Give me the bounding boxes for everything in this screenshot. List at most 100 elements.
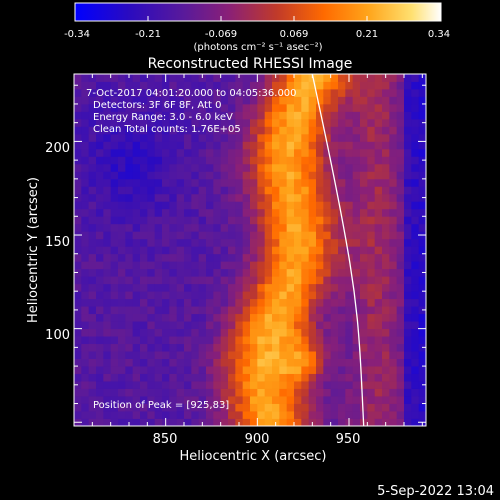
heatmap-cell bbox=[264, 223, 273, 232]
heatmap-cell bbox=[411, 418, 420, 426]
heatmap-cell bbox=[110, 291, 119, 300]
heatmap-cell bbox=[374, 268, 383, 277]
heatmap-cell bbox=[154, 418, 163, 426]
heatmap-cell bbox=[389, 96, 398, 105]
heatmap-cell bbox=[308, 313, 317, 322]
heatmap-cell bbox=[374, 103, 383, 112]
heatmap-cell bbox=[110, 366, 119, 374]
heatmap-cell bbox=[242, 298, 251, 307]
heatmap-cell bbox=[132, 208, 141, 217]
heatmap-cell bbox=[162, 88, 170, 97]
heatmap-cell bbox=[198, 96, 207, 105]
heatmap-cell bbox=[206, 156, 214, 165]
heatmap-cell bbox=[279, 103, 288, 112]
heatmap-cell bbox=[191, 193, 200, 202]
heatmap-cell bbox=[360, 366, 368, 374]
heatmap-cell bbox=[264, 268, 273, 277]
heatmap-cell bbox=[176, 163, 185, 172]
heatmap-cell bbox=[88, 126, 97, 135]
heatmap-cell bbox=[352, 223, 361, 232]
heatmap-cell bbox=[338, 411, 346, 419]
heatmap-cell bbox=[418, 178, 426, 187]
heatmap-cell bbox=[272, 126, 280, 135]
heatmap-cell bbox=[316, 126, 324, 135]
heatmap-cell bbox=[96, 246, 104, 255]
heatmap-cell bbox=[308, 276, 317, 285]
heatmap-cell bbox=[235, 321, 244, 330]
heatmap-cell bbox=[213, 358, 222, 367]
heatmap-cell bbox=[301, 253, 310, 262]
heatmap-cell bbox=[404, 81, 412, 90]
heatmap-cell bbox=[154, 306, 163, 315]
heatmap-cell bbox=[286, 418, 295, 426]
heatmap-cell bbox=[103, 298, 112, 307]
heatmap-cell bbox=[330, 403, 339, 412]
heatmap-cell bbox=[206, 366, 214, 374]
heatmap-cell bbox=[301, 118, 310, 127]
heatmap-cell bbox=[140, 96, 148, 105]
heatmap-cell bbox=[96, 118, 104, 127]
heatmap-cell bbox=[308, 396, 317, 404]
heatmap-cell bbox=[396, 388, 405, 397]
heatmap-cell bbox=[125, 156, 134, 165]
heatmap-cell bbox=[147, 381, 156, 389]
heatmap-cell bbox=[374, 223, 383, 232]
heatmap-cell bbox=[74, 396, 82, 404]
heatmap-cell bbox=[103, 306, 112, 315]
heatmap-cell bbox=[110, 418, 119, 426]
heatmap-cell bbox=[250, 238, 258, 247]
heatmap-cell bbox=[213, 336, 222, 345]
heatmap-cell bbox=[81, 193, 90, 202]
heatmap-cell bbox=[250, 381, 258, 389]
heatmap-cell bbox=[404, 103, 412, 112]
heatmap-cell bbox=[125, 306, 134, 315]
heatmap-cell bbox=[235, 366, 244, 374]
heatmap-cell bbox=[242, 396, 251, 404]
heatmap-cell bbox=[220, 186, 229, 195]
heatmap-cell bbox=[389, 193, 398, 202]
heatmap-cell bbox=[360, 231, 368, 240]
y-axis-label: Heliocentric Y (arcsec) bbox=[26, 177, 41, 323]
heatmap-cell bbox=[198, 373, 207, 382]
heatmap-cell bbox=[132, 388, 141, 397]
heatmap-cell bbox=[389, 366, 398, 374]
heatmap-cell bbox=[316, 118, 324, 127]
heatmap-cell bbox=[286, 298, 295, 307]
heatmap-cell bbox=[367, 88, 376, 97]
heatmap-cell bbox=[396, 88, 405, 97]
heatmap-cell bbox=[169, 343, 178, 352]
heatmap-cell bbox=[74, 253, 82, 262]
heatmap-cell bbox=[96, 178, 104, 187]
heatmap-cell bbox=[220, 133, 229, 142]
heatmap-cell bbox=[257, 381, 266, 389]
heatmap-cell bbox=[132, 238, 141, 247]
heatmap-cell bbox=[118, 103, 126, 112]
heatmap-cell bbox=[125, 238, 134, 247]
heatmap-cell bbox=[352, 351, 361, 359]
heatmap-cell bbox=[345, 381, 354, 389]
heatmap-cell bbox=[389, 74, 398, 82]
heatmap-cell bbox=[74, 178, 82, 187]
heatmap-cell bbox=[345, 133, 354, 142]
heatmap-cell bbox=[418, 163, 426, 172]
heatmap-cell bbox=[323, 171, 332, 180]
heatmap-cell bbox=[184, 276, 192, 285]
heatmap-cell bbox=[191, 88, 200, 97]
heatmap-cell bbox=[140, 313, 148, 322]
heatmap-cell bbox=[103, 201, 112, 210]
heatmap-cell bbox=[198, 336, 207, 345]
heatmap-cell bbox=[308, 238, 317, 247]
heatmap-cell bbox=[206, 231, 214, 240]
heatmap-cell bbox=[316, 358, 324, 367]
heatmap-cell bbox=[323, 403, 332, 412]
heatmap-cell bbox=[176, 403, 185, 412]
heatmap-cell bbox=[125, 388, 134, 397]
heatmap-cell bbox=[338, 351, 346, 359]
heatmap-cell bbox=[103, 336, 112, 345]
heatmap-cell bbox=[352, 268, 361, 277]
heatmap-cell bbox=[257, 358, 266, 367]
heatmap-cell bbox=[330, 118, 339, 127]
heatmap-cell bbox=[96, 403, 104, 412]
heatmap-cell bbox=[308, 193, 317, 202]
heatmap-cell bbox=[162, 343, 170, 352]
